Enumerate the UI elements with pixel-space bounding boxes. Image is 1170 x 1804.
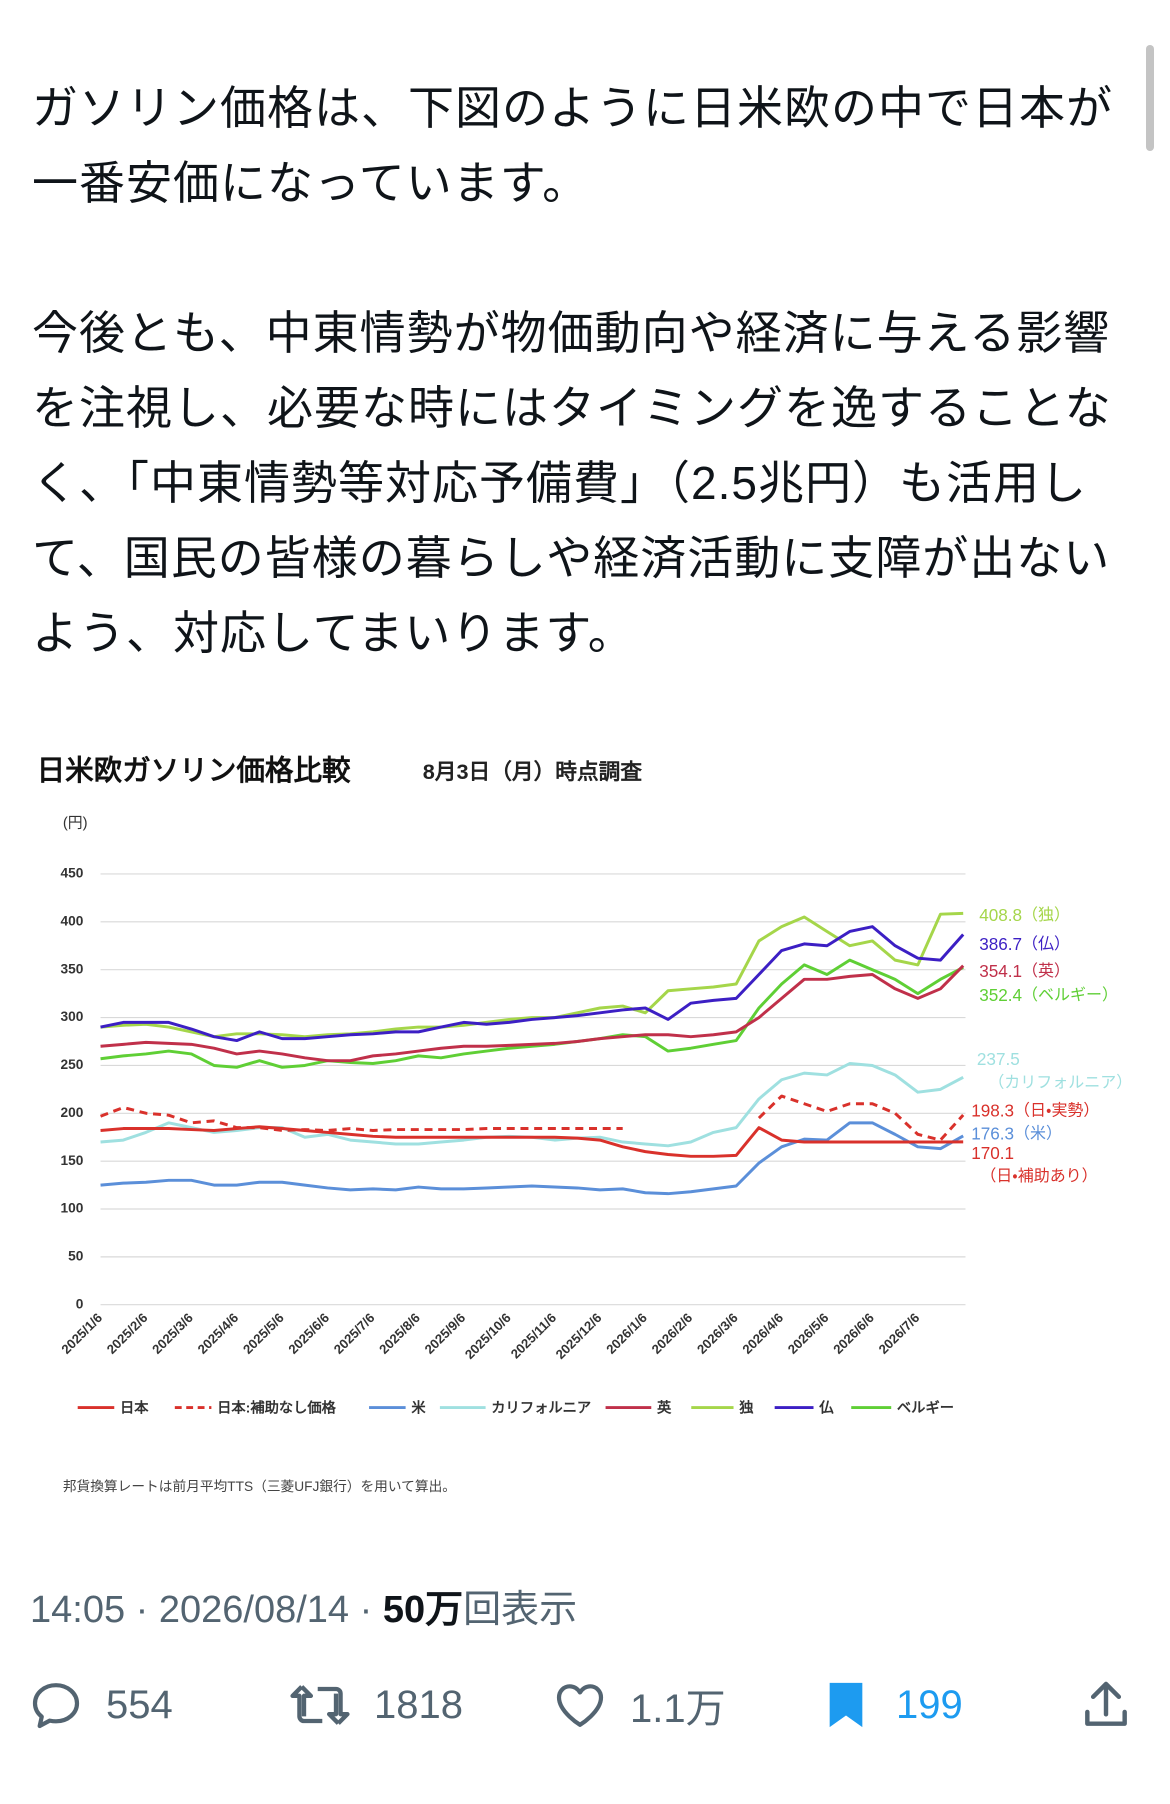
end-value: 170.1 [971, 1142, 1014, 1162]
view-label: 回表示 [463, 1589, 578, 1631]
y-tick-label: 450 [61, 866, 84, 881]
bookmark-button[interactable]: 199 [818, 1665, 963, 1745]
end-value: 386.7 [979, 933, 1022, 953]
chart-title: 日米欧ガソリン価格比較 [37, 755, 351, 787]
end-label: 408.8（独） [979, 905, 1070, 925]
scrollbar [1146, 45, 1154, 151]
end-label: 176.3（米） [971, 1123, 1062, 1143]
share-icon [1085, 1681, 1127, 1726]
paragraph: 今後とも、中東情勢が物価動向や経済に与える影響を注視し、必要な時にはタイミングを… [32, 307, 1112, 659]
legend-label: カリフォルニア [491, 1399, 591, 1416]
repost-count: 1818 [374, 1682, 463, 1727]
end-label-note: （独） [1022, 906, 1070, 924]
end-label-note: （米） [1014, 1125, 1062, 1143]
y-tick-label: 50 [68, 1248, 84, 1263]
end-value: 198.3 [971, 1100, 1014, 1120]
series-line [100, 1121, 964, 1196]
timestamp: 14:05 · 2026/08/14 · [30, 1589, 373, 1631]
end-label: 170.1 [971, 1142, 1014, 1162]
end-value: 176.3 [971, 1123, 1014, 1143]
series-line [100, 1094, 965, 1142]
legend-label: 仏 [818, 1398, 834, 1416]
end-label-note: （日・補助あり） [980, 1167, 1097, 1185]
end-label-note: （カリフォルニア） [988, 1073, 1132, 1091]
series-line [100, 911, 964, 1039]
legend-label: 日本:補助なし価格 [217, 1398, 337, 1416]
y-tick-label: 400 [61, 913, 84, 928]
end-value: 408.8 [979, 905, 1022, 925]
end-value: 237.5 [977, 1049, 1020, 1069]
end-label-note: （英） [1022, 962, 1070, 980]
bookmark-icon [829, 1682, 863, 1728]
paragraph: ガソリン価格は、下図のように日米欧の中で日本が一番安価になっています。 [32, 82, 1113, 209]
end-label: 354.1（英） [979, 961, 1070, 981]
like-icon [556, 1684, 604, 1727]
end-label-note: （仏） [1022, 935, 1070, 953]
y-tick-label: 200 [61, 1105, 84, 1120]
series-line [100, 958, 964, 1069]
legend-label: 独 [739, 1398, 754, 1416]
legend-label: 日本 [120, 1398, 149, 1416]
y-tick-label: 250 [61, 1057, 84, 1072]
end-value: 352.4 [979, 985, 1022, 1005]
legend-label: 英 [657, 1398, 672, 1416]
y-tick-label: 100 [61, 1201, 84, 1216]
y-tick-label: 150 [61, 1153, 84, 1168]
reply-count: 554 [106, 1682, 173, 1727]
y-tick-label: 300 [61, 1009, 84, 1024]
end-label: 352.4（ベルギー） [979, 985, 1118, 1005]
end-label: 386.7（仏） [979, 933, 1070, 953]
post-text: ガソリン価格は、下図のように日米欧の中で日本が一番安価になっています。 今後とも… [32, 71, 1138, 746]
source-note: 邦貨換算レートは前月平均TTS（三菱UFJ銀行）を用いて算出。 [63, 1478, 456, 1494]
share-button[interactable] [1078, 1665, 1156, 1745]
repost-icon [290, 1685, 350, 1725]
end-label-note: （ベルギー） [1022, 986, 1118, 1004]
y-tick-label: 350 [61, 961, 84, 976]
end-label-note: （日・実勢） [1014, 1102, 1099, 1120]
post-meta: 14:05 · 2026/08/14 · 50万回表示 [30, 1578, 577, 1633]
bookmark-count: 199 [896, 1682, 963, 1727]
view-count: 50万 [382, 1589, 464, 1631]
legend-label: ベルギー [897, 1399, 954, 1416]
chart-subtitle: 8月3日（月）時点調査 [423, 759, 643, 784]
y-axis-label: (円) [63, 816, 88, 832]
series-line [100, 925, 965, 1043]
reply-icon [32, 1683, 80, 1729]
end-value: 354.1 [979, 961, 1022, 981]
reply-button[interactable]: 554 [28, 1665, 173, 1745]
action-bar: 554 1818 1.1万 199 [0, 1665, 1170, 1745]
like-button[interactable]: 1.1万 [552, 1665, 726, 1745]
series-line [100, 964, 965, 1063]
end-label: 237.5 [977, 1049, 1020, 1069]
series-line [100, 1125, 964, 1158]
y-tick-label: 0 [76, 1296, 84, 1311]
chart-image[interactable]: 日米欧ガソリン価格比較 8月3日（月）時点調査 (円) 邦貨換算レートは前月平均… [0, 714, 1170, 1544]
legend-label: 米 [411, 1398, 426, 1416]
repost-button[interactable]: 1818 [288, 1665, 463, 1745]
end-label: 198.3（日・実勢） [971, 1100, 1099, 1120]
like-count: 1.1万 [630, 1687, 726, 1731]
